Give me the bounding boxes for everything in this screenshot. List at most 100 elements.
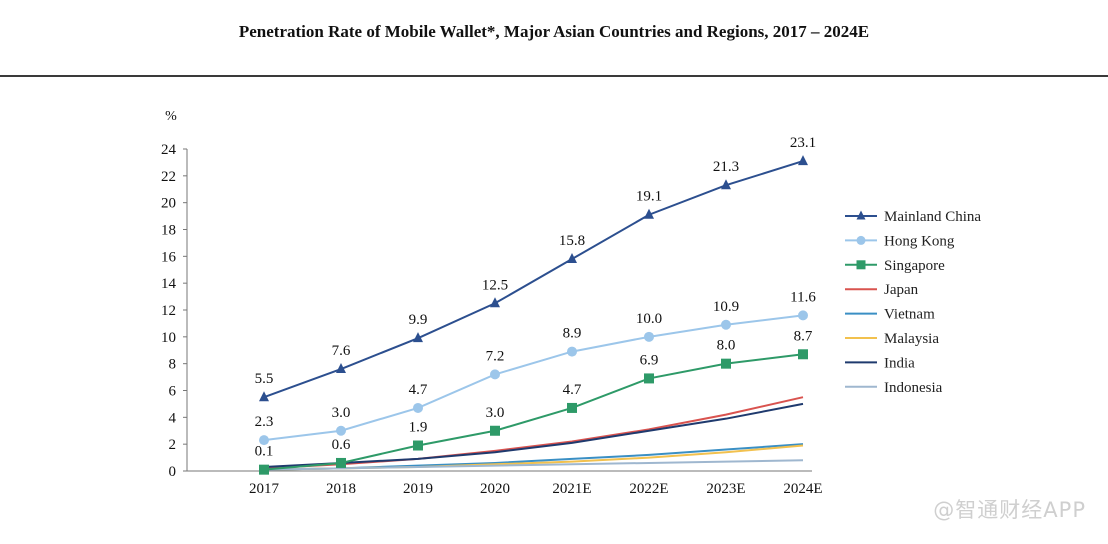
x-tick-label: 2024E [783, 481, 822, 497]
legend-label: Mainland China [884, 209, 981, 225]
data-point-triangle [567, 253, 577, 264]
data-point-square [798, 349, 808, 360]
data-label: 2.3 [255, 414, 274, 430]
data-point-triangle [644, 208, 654, 219]
legend: Mainland China Hong Kong Singapore Japan Vie… [845, 209, 981, 396]
y-tick-label: 16 [161, 249, 177, 265]
watermark-text: @智通财经APP [933, 498, 1086, 522]
data-label: 23.1 [790, 135, 816, 151]
data-label: 6.9 [640, 352, 659, 368]
data-point-square [490, 425, 500, 436]
data-point-triangle [798, 155, 808, 166]
y-tick-label: 20 [161, 196, 176, 212]
x-tick-label: 2022E [629, 481, 668, 497]
data-point-square [567, 402, 577, 413]
data-point-triangle [721, 179, 731, 190]
data-point-circle [798, 310, 808, 321]
data-point-circle [490, 369, 500, 380]
data-label: 1.9 [409, 420, 428, 436]
legend-label: Singapore [884, 258, 945, 274]
data-point-circle [259, 435, 269, 446]
data-label: 9.9 [409, 312, 428, 328]
x-tick-label: 2019 [403, 481, 433, 497]
legend-label: India [884, 355, 915, 371]
series-line-india [263, 402, 804, 468]
series-lines [259, 155, 808, 475]
data-label: 4.7 [409, 382, 428, 398]
legend-item: Indonesia [845, 380, 943, 396]
y-tick-label: 2 [169, 437, 177, 453]
legend-label: Indonesia [884, 380, 943, 396]
legend-item: Mainland China [845, 209, 981, 225]
data-point-circle [567, 346, 577, 357]
title-divider [0, 75, 1108, 77]
data-label: 0.1 [255, 444, 274, 460]
data-labels: 5.5 7.6 9.9 12.5 15.8 19.1 21.3 23.1 2.3 3.0 4.7 7.… [255, 135, 817, 460]
data-point-circle [856, 235, 866, 245]
data-label: 12.5 [482, 277, 508, 293]
y-tick-label: 18 [161, 223, 176, 239]
legend-label: Hong Kong [884, 233, 955, 249]
data-label: 21.3 [713, 159, 739, 175]
y-tick-label: 12 [161, 303, 176, 319]
data-point-circle [336, 425, 346, 436]
legend-item: Hong Kong [845, 233, 955, 249]
chart-title: Penetration Rate of Mobile Wallet*, Majo… [238, 22, 870, 41]
data-point-triangle [856, 210, 866, 220]
legend-item: Singapore [845, 258, 945, 274]
series-line-japan [263, 396, 804, 470]
x-tick-label: 2017 [249, 481, 280, 497]
data-label: 11.6 [790, 289, 816, 305]
data-point-circle [644, 331, 654, 342]
data-label: 3.0 [332, 405, 351, 421]
legend-label: Malaysia [884, 331, 939, 347]
y-tick-label: 0 [169, 464, 177, 480]
y-tick-label: 4 [169, 410, 177, 426]
series-line-singapore [263, 353, 804, 471]
data-label: 8.9 [563, 326, 582, 342]
data-label: 8.7 [794, 328, 813, 344]
data-point-square [336, 457, 346, 468]
x-tick-label: 2023E [706, 481, 745, 497]
data-point-circle [413, 402, 423, 413]
y-tick-label: 14 [161, 276, 177, 292]
data-point-square [644, 373, 654, 384]
legend-item: Malaysia [845, 331, 939, 347]
data-label: 15.8 [559, 233, 585, 249]
data-label: 7.2 [486, 348, 505, 364]
data-label: 10.0 [636, 311, 662, 327]
x-tick-label: 2018 [326, 481, 356, 497]
data-label: 8.0 [717, 338, 736, 354]
y-tick-label: 6 [169, 384, 177, 400]
data-point-square [259, 464, 269, 475]
data-label: 5.5 [255, 371, 274, 387]
data-label: 10.9 [713, 299, 739, 315]
y-tick-label: 8 [169, 357, 177, 373]
data-label: 19.1 [636, 189, 662, 205]
legend-item: Japan [845, 282, 919, 298]
data-label: 0.6 [332, 437, 351, 453]
data-point-square [721, 358, 731, 369]
series-line-hong-kong [263, 314, 804, 442]
data-point-square [413, 440, 423, 451]
y-axis-unit-label: % [165, 109, 177, 124]
legend-item: Vietnam [845, 307, 935, 323]
data-label: 4.7 [563, 382, 582, 398]
data-point-triangle [336, 363, 346, 374]
data-point-triangle [413, 332, 423, 343]
y-tick-label: 22 [161, 169, 176, 185]
data-label: 7.6 [332, 343, 351, 359]
data-point-square [856, 260, 866, 270]
legend-label: Japan [884, 282, 919, 298]
data-point-triangle [259, 391, 269, 402]
x-tick-label: 2021E [552, 481, 591, 497]
data-label: 3.0 [486, 405, 505, 421]
series-line-indonesia [263, 459, 804, 471]
data-point-circle [721, 319, 731, 330]
y-tick-label: 10 [161, 330, 176, 346]
legend-item: India [845, 355, 915, 371]
data-point-triangle [490, 297, 500, 308]
series-line-mainland-china [263, 160, 804, 399]
